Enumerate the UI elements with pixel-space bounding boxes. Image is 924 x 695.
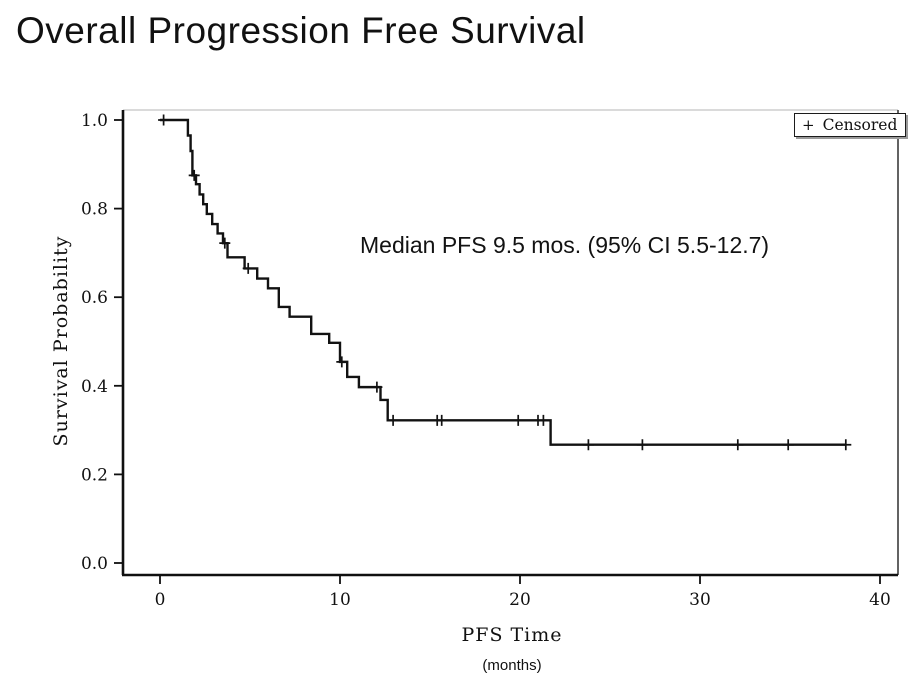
x-tick-label: 20 (509, 590, 531, 610)
censor-mark (636, 439, 648, 451)
censor-mark (436, 414, 448, 426)
y-tick-label: 0.2 (81, 465, 108, 485)
censor-mark (512, 414, 524, 426)
km-curve (160, 118, 846, 446)
x-tick-label: 30 (689, 590, 711, 610)
censor-mark (582, 439, 594, 451)
censored-plus-icon: + (802, 115, 815, 134)
censor-mark (371, 381, 383, 393)
censor-mark (336, 356, 348, 368)
censor-mark (387, 414, 399, 426)
x-tick-label: 40 (869, 590, 891, 610)
y-tick-label: 0.0 (81, 554, 108, 574)
x-axis-title: PFS Time (461, 624, 563, 646)
legend-box: + Censored (794, 113, 907, 137)
censor-mark (242, 262, 254, 274)
censor-mark (840, 439, 852, 451)
censor-mark (537, 414, 549, 426)
censor-mark (219, 237, 231, 249)
y-axis-title: Survival Probability (50, 235, 72, 447)
censor-mark (732, 439, 744, 451)
legend-label: Censored (822, 116, 898, 134)
x-tick-label: 0 (155, 590, 166, 610)
page-title: Overall Progression Free Survival (16, 10, 586, 51)
x-tick-label: 10 (329, 590, 351, 610)
y-tick-label: 1.0 (81, 111, 108, 131)
annotation-median-pfs: Median PFS 9.5 mos. (95% CI 5.5-12.7) (360, 232, 770, 258)
y-tick-label: 0.4 (81, 377, 108, 397)
censor-mark (158, 114, 170, 126)
x-axis-units: (months) (482, 657, 542, 674)
y-tick-label: 0.6 (81, 288, 108, 308)
y-tick-label: 0.8 (81, 200, 108, 220)
censor-mark (188, 169, 200, 181)
censor-mark (782, 439, 794, 451)
